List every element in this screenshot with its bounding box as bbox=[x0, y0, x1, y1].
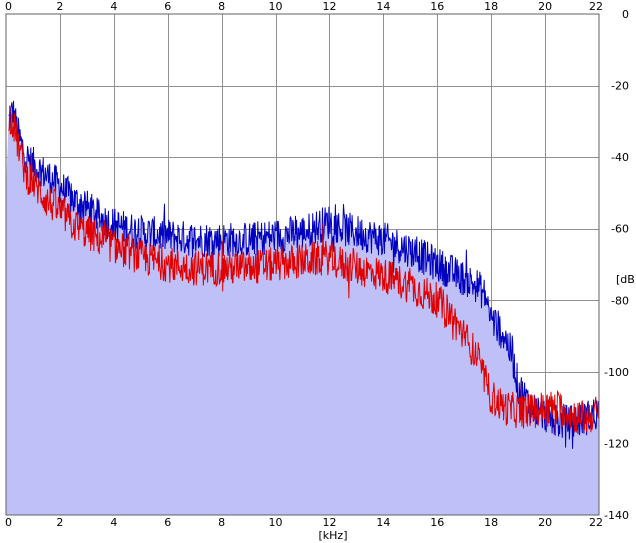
x-tick-label-top: 22 bbox=[589, 0, 603, 13]
x-axis-label: [kHz] bbox=[319, 529, 348, 542]
x-tick-label-top: 4 bbox=[110, 0, 117, 13]
y-tick-label: -40 bbox=[611, 151, 629, 164]
y-tick-labels: 0 -20 -40 -60 -80 -100 -120 -140 bbox=[604, 8, 629, 522]
x-tick-label-bottom: 4 bbox=[110, 516, 117, 529]
y-tick-label: -140 bbox=[604, 509, 629, 522]
y-tick-label: -20 bbox=[611, 80, 629, 93]
x-tick-label-top: 2 bbox=[56, 0, 63, 13]
series-line bbox=[8, 105, 600, 436]
x-tick-label-bottom: 14 bbox=[376, 516, 390, 529]
x-tick-labels-top: 0 2 4 6 8 10 12 14 16 18 20 22 bbox=[5, 0, 603, 13]
x-tick-label-bottom: 0 bbox=[5, 516, 12, 529]
spectrum-area-fill bbox=[6, 100, 599, 516]
y-tick-label: -60 bbox=[611, 223, 629, 236]
x-tick-label-bottom: 8 bbox=[218, 516, 225, 529]
x-tick-label-bottom: 20 bbox=[538, 516, 552, 529]
x-tick-label-bottom: 6 bbox=[164, 516, 171, 529]
x-tick-label-top: 8 bbox=[218, 0, 225, 13]
plot-frame bbox=[5, 13, 600, 516]
x-tick-label-top: 18 bbox=[484, 0, 498, 13]
x-tick-label-bottom: 18 bbox=[484, 516, 498, 529]
x-tick-label-top: 0 bbox=[5, 0, 12, 13]
y-tick-label: -80 bbox=[611, 294, 629, 307]
y-tick-label: -120 bbox=[604, 437, 629, 450]
x-tick-label-bottom: 2 bbox=[56, 516, 63, 529]
x-tick-label-bottom: 16 bbox=[430, 516, 444, 529]
y-tick-label: 0 bbox=[622, 8, 629, 21]
x-tick-label-top: 12 bbox=[322, 0, 336, 13]
x-tick-label-top: 10 bbox=[269, 0, 283, 13]
series-lines bbox=[8, 100, 600, 449]
x-tick-label-bottom: 12 bbox=[322, 516, 336, 529]
x-tick-label-bottom: 22 bbox=[589, 516, 603, 529]
y-tick-label: -100 bbox=[604, 366, 629, 379]
x-tick-label-top: 20 bbox=[538, 0, 552, 13]
x-tick-label-top: 16 bbox=[430, 0, 444, 13]
x-tick-label-top: 6 bbox=[164, 0, 171, 13]
x-tick-label-top: 14 bbox=[376, 0, 390, 13]
y-axis-label: [dB] bbox=[616, 273, 636, 286]
x-tick-label-bottom: 10 bbox=[269, 516, 283, 529]
x-tick-labels-bottom: 0 2 4 6 8 10 12 14 16 18 20 22 bbox=[5, 516, 603, 529]
